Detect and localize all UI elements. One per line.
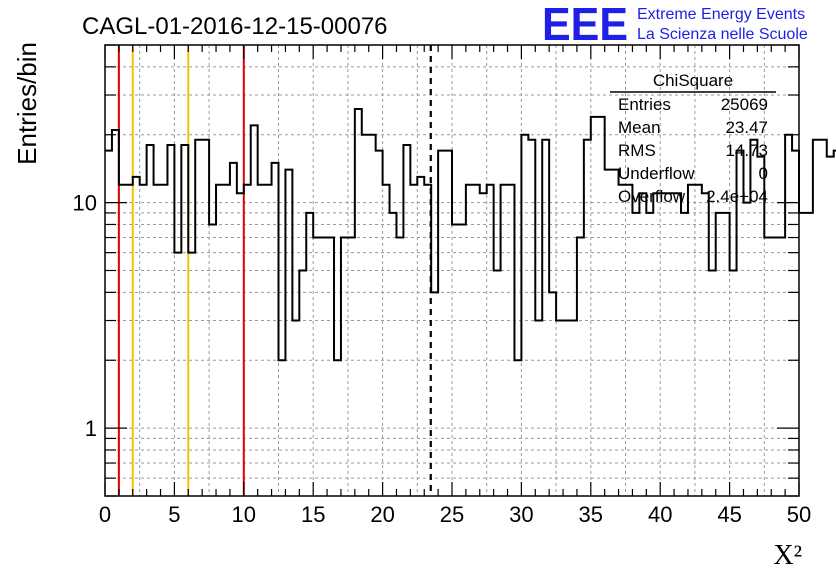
stats-value: 2.4e+04 (706, 187, 768, 206)
stats-label: Entries (618, 95, 671, 114)
x-tick-label: 25 (440, 502, 464, 527)
x-tick-label: 15 (301, 502, 325, 527)
stats-label: Mean (618, 118, 661, 137)
stats-value: 23.47 (725, 118, 768, 137)
stats-label: Underflow (618, 164, 695, 183)
stats-title: ChiSquare (653, 71, 733, 90)
x-tick-label: 0 (99, 502, 111, 527)
histogram-series (105, 108, 836, 362)
x-tick-label: 10 (232, 502, 256, 527)
stats-value: 25069 (721, 95, 768, 114)
stats-value: 14.73 (725, 141, 768, 160)
x-tick-label: 20 (370, 502, 394, 527)
grid (104, 44, 800, 497)
stats-label: Overflow (618, 187, 686, 206)
x-tick-label: 40 (648, 502, 672, 527)
x-axis-label: X² (773, 540, 802, 571)
x-tick-label: 30 (509, 502, 533, 527)
stats-rows: Entries 25069 Mean 23.47 RMS 14.73 Underflow 0 O… (618, 95, 768, 206)
y-tick-label: 1 (85, 416, 97, 441)
tick-labels: 0 5 10 15 20 25 30 35 40 45 50 1 10 (73, 191, 812, 527)
stats-value: 0 (759, 164, 768, 183)
histogram-steps (105, 108, 836, 362)
logo-line2: La Scienza nelle Scuole (637, 26, 808, 43)
x-tick-label: 5 (168, 502, 180, 527)
stats-label: RMS (618, 141, 656, 160)
y-tick-label: 10 (73, 191, 97, 216)
x-tick-label: 45 (717, 502, 741, 527)
eee-logo: EEE Extreme Energy Events La Scienza nel… (542, 0, 808, 50)
y-axis-label: Entries/bin (12, 42, 42, 165)
chart-title: CAGL-01-2016-12-15-00076 (82, 13, 388, 40)
x-tick-label: 35 (579, 502, 603, 527)
logo-mark: EEE (542, 0, 628, 50)
axis-ticks (104, 44, 800, 497)
stats-box: ChiSquare Entries 25069 Mean 23.47 RMS 14.73 U… (610, 71, 776, 206)
logo-line1: Extreme Energy Events (637, 6, 805, 23)
x-tick-label: 50 (787, 502, 811, 527)
